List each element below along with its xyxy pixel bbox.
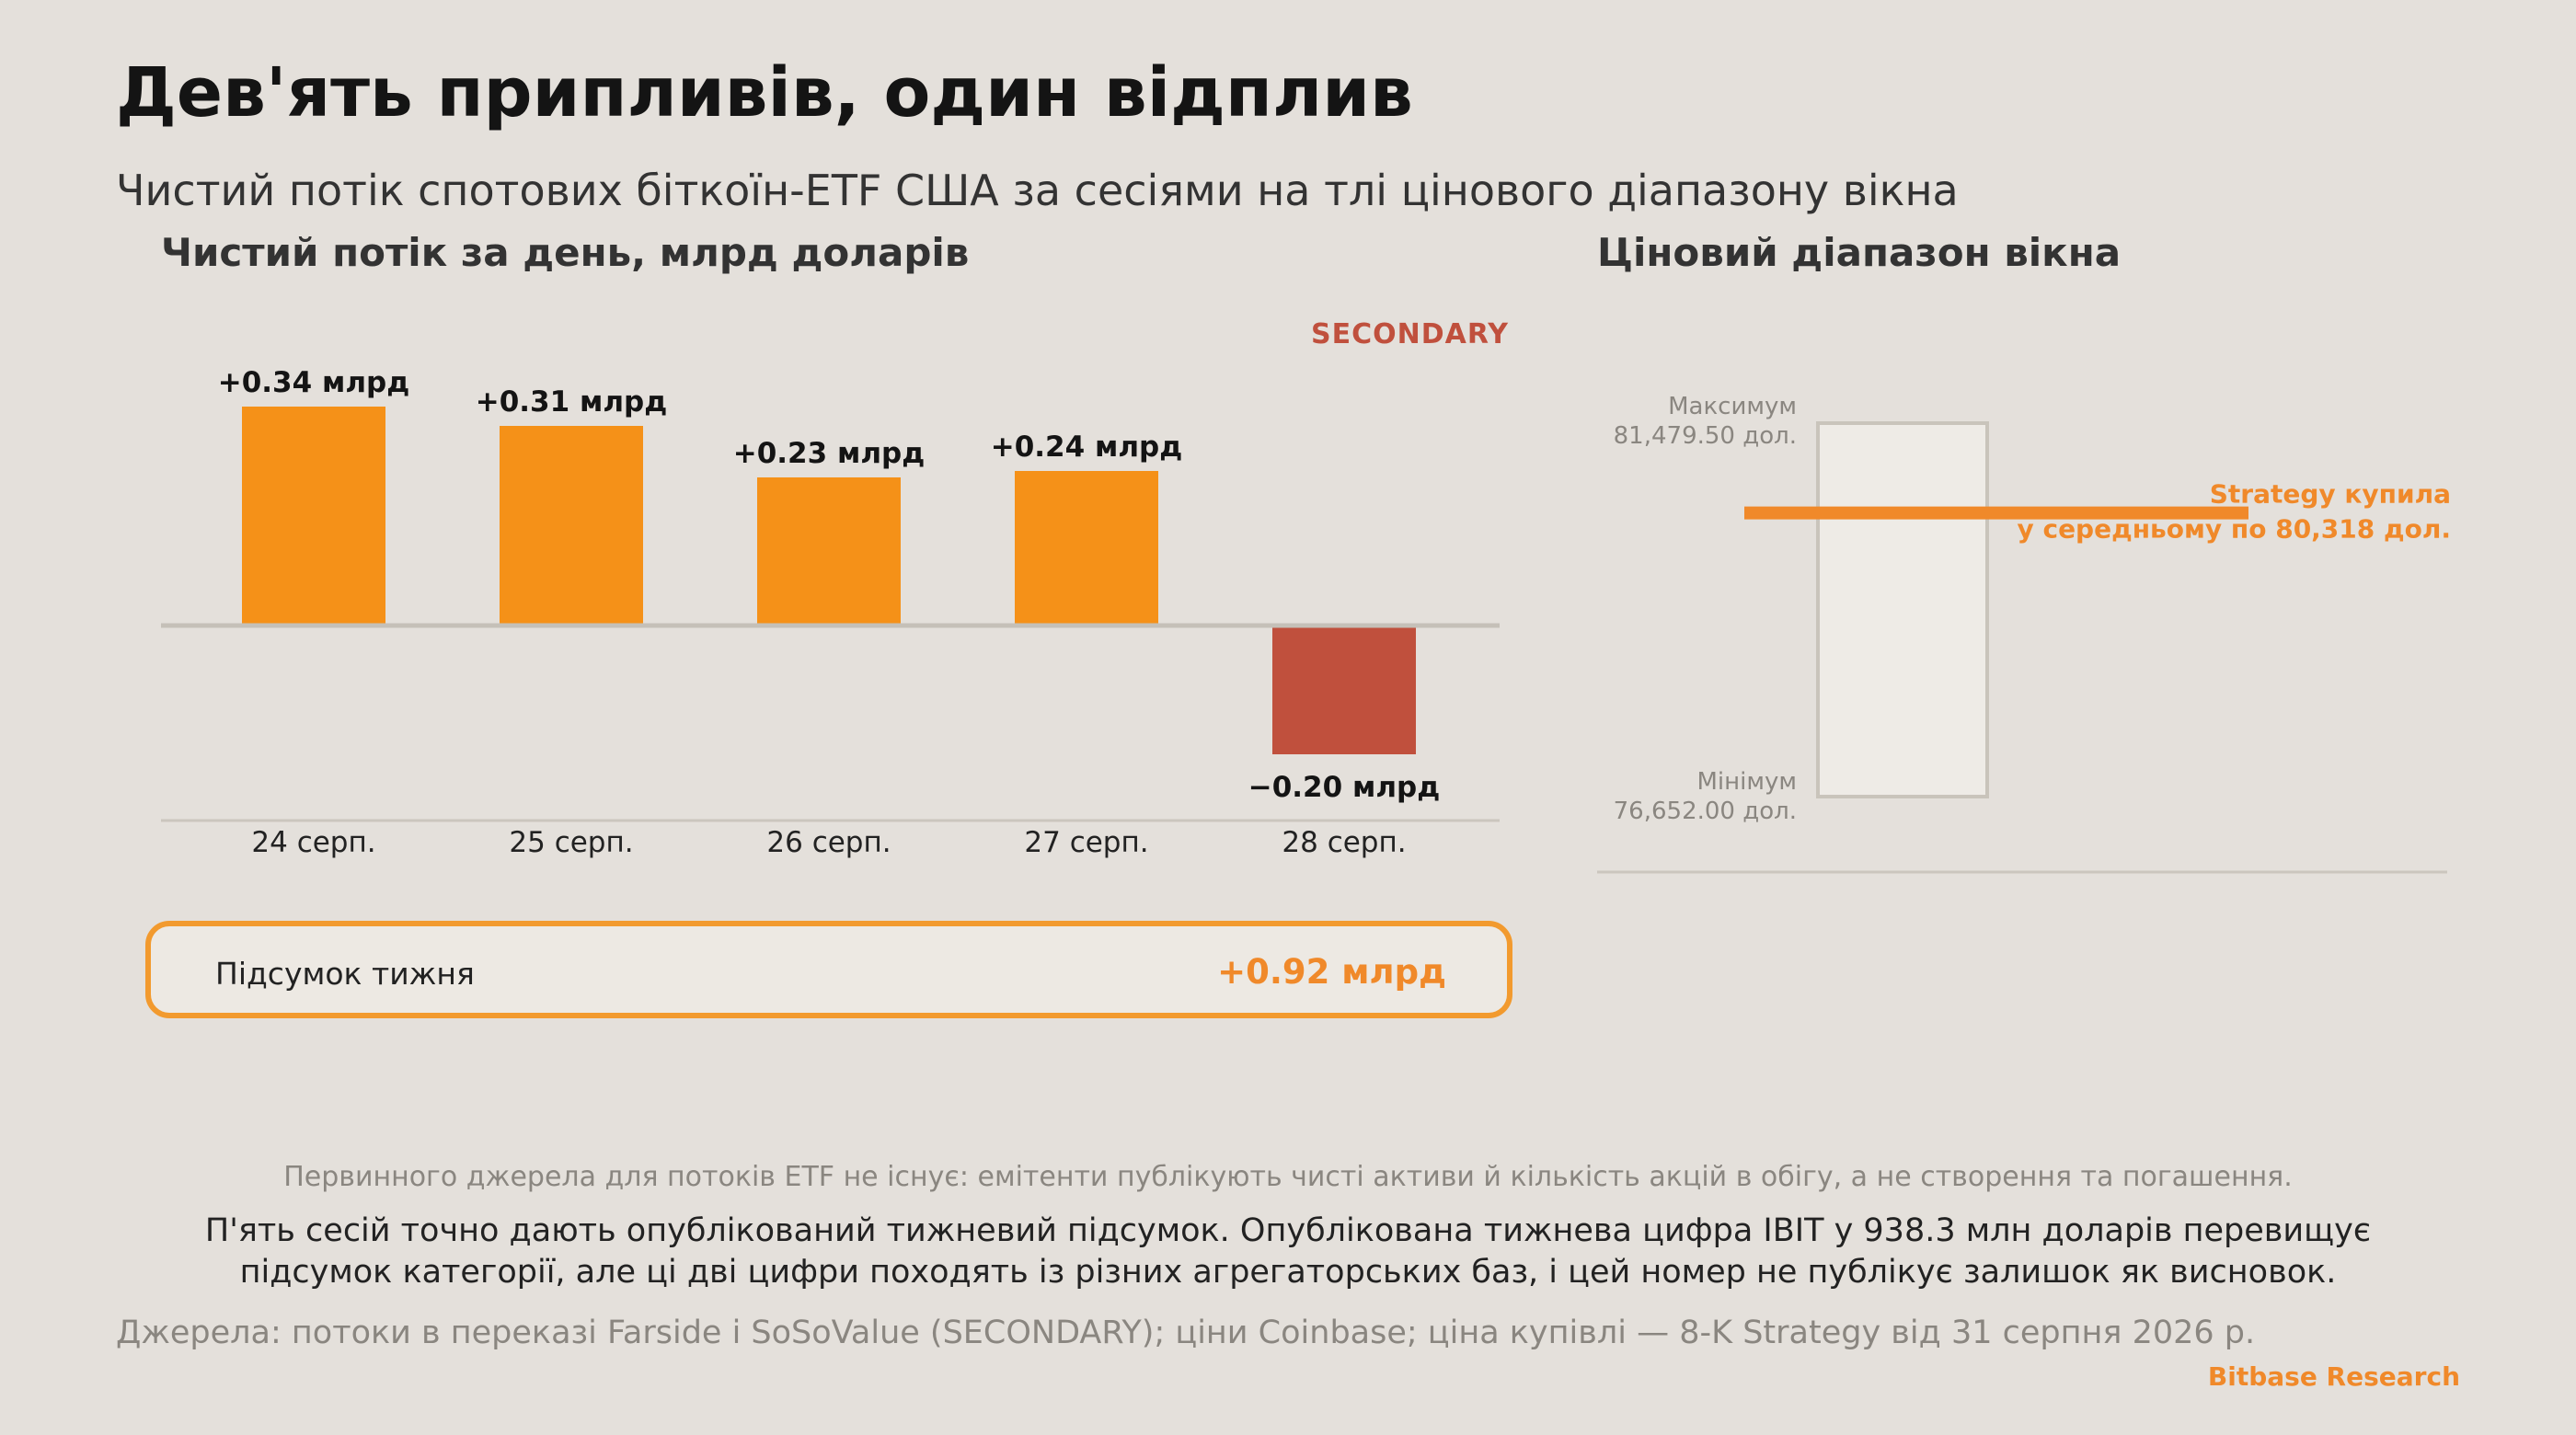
- footnote: Первинного джерела для потоків ETF не іс…: [283, 1161, 2293, 1193]
- max-label: Максимум: [1668, 393, 1797, 420]
- price-range-box: [1816, 421, 1989, 798]
- bar: [1015, 471, 1158, 626]
- x-tick-label: 24 серп.: [251, 826, 375, 859]
- bar-value-label: +0.23 млрд: [733, 437, 926, 470]
- bar-chart: +0.34 млрд 24 серп. +0.31 млрд 25 серп. +0.2…: [161, 366, 1500, 859]
- max-value-label: 81,479.50 дол.: [1614, 422, 1797, 450]
- week-summary-value: +0.92 млрд: [1217, 952, 1446, 992]
- week-summary-box: Підсумок тижня +0.92 млрд: [145, 921, 1512, 1018]
- bar: [1272, 626, 1416, 754]
- brand-logo: Bitbase Research: [2207, 1361, 2460, 1392]
- x-tick-label: 25 серп.: [509, 826, 633, 859]
- x-tick-label: 28 серп.: [1282, 826, 1406, 859]
- x-tick-label: 27 серп.: [1024, 826, 1148, 859]
- page-title: Дев'ять припливів, один відплив: [116, 53, 1413, 132]
- bar-chart-title: Чистий потік за день, млрд доларів: [161, 230, 970, 275]
- range-chart-title: Ціновий діапазон вікна: [1597, 230, 2122, 275]
- week-summary-label: Підсумок тижня: [215, 956, 475, 992]
- sources-text: Джерела: потоки в переказі Farside і SoS…: [116, 1314, 2256, 1351]
- note-text: П'ять сесій точно дають опублікований ти…: [204, 1212, 2372, 1291]
- bar-value-label: +0.24 млрд: [991, 430, 1183, 464]
- bar-value-label: −0.20 млрд: [1248, 771, 1441, 804]
- min-label: Мінімум: [1697, 768, 1798, 796]
- bar: [500, 426, 643, 626]
- bar: [242, 407, 385, 626]
- bar-value-label: +0.31 млрд: [476, 385, 668, 419]
- secondary-badge: SECONDARY: [1311, 318, 1510, 350]
- marker-label-line2: у середньому по 80,318 дол.: [2017, 514, 2451, 545]
- page-subtitle: Чистий потік спотових біткоїн-ETF США за…: [116, 166, 1959, 215]
- bar-value-label: +0.34 млрд: [218, 366, 410, 399]
- marker-label-line1: Strategy купила: [2210, 479, 2451, 510]
- bar: [757, 477, 901, 626]
- min-value-label: 76,652.00 дол.: [1614, 798, 1797, 825]
- x-tick-label: 26 серп.: [766, 826, 891, 859]
